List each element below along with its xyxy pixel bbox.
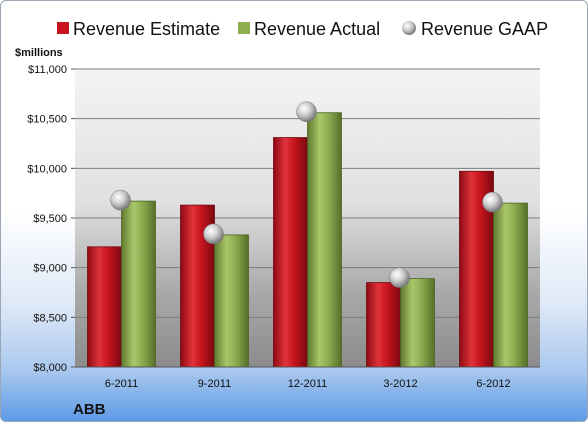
bar-revenue-actual <box>493 202 528 368</box>
y-tick-label: $9,500 <box>33 213 67 225</box>
legend-label-revenue-gaap: Revenue GAAP <box>421 19 548 39</box>
bar-group <box>87 112 528 368</box>
legend-label-revenue-actual: Revenue Actual <box>254 19 380 39</box>
y-tick-label: $10,500 <box>27 114 67 126</box>
x-tick-label: 6-2012 <box>476 378 510 390</box>
bar-revenue-actual <box>400 278 435 368</box>
x-tick-label: 3-2012 <box>383 378 417 390</box>
x-tick-label: 9-2011 <box>198 378 231 390</box>
marker-revenue-gaap <box>296 101 317 122</box>
legend-swatch-revenue-estimate <box>57 22 69 34</box>
y-tick-label: $8,500 <box>33 312 67 324</box>
legend: Revenue Estimate Revenue Actual Revenue … <box>57 19 548 39</box>
legend-swatch-revenue-actual <box>238 22 250 34</box>
marker-revenue-gaap <box>110 189 131 211</box>
x-tick-label: 12-2011 <box>288 378 328 390</box>
marker-revenue-gaap <box>482 191 503 213</box>
y-axis-unit-label: $millions <box>15 47 63 59</box>
legend-label-revenue-estimate: Revenue Estimate <box>73 19 220 39</box>
bar-revenue-actual <box>121 200 156 368</box>
x-tick-label: 6-2011 <box>105 378 138 390</box>
marker-group <box>110 101 503 288</box>
marker-revenue-gaap <box>389 267 410 288</box>
y-tick-label: $9,000 <box>33 263 67 275</box>
bar-revenue-actual <box>214 234 249 368</box>
y-tick-label: $10,000 <box>27 163 67 175</box>
bar-revenue-actual <box>307 112 342 368</box>
bar-revenue-estimate <box>87 246 122 368</box>
y-tick-label: $11,000 <box>28 64 67 76</box>
y-tick-labels: $8,000 $8,500 $9,000 $9,500 $10,000 $10,500 $1… <box>27 64 67 374</box>
legend-marker-revenue-gaap <box>402 21 416 35</box>
x-tick-labels: 6-2011 9-2011 12-2011 3-2012 6-2012 <box>105 378 511 390</box>
company-label: ABB <box>73 401 106 418</box>
marker-revenue-gaap <box>203 223 224 245</box>
bar-revenue-estimate <box>273 137 308 368</box>
bar-revenue-estimate <box>366 282 401 368</box>
y-tick-label: $8,000 <box>33 362 67 374</box>
